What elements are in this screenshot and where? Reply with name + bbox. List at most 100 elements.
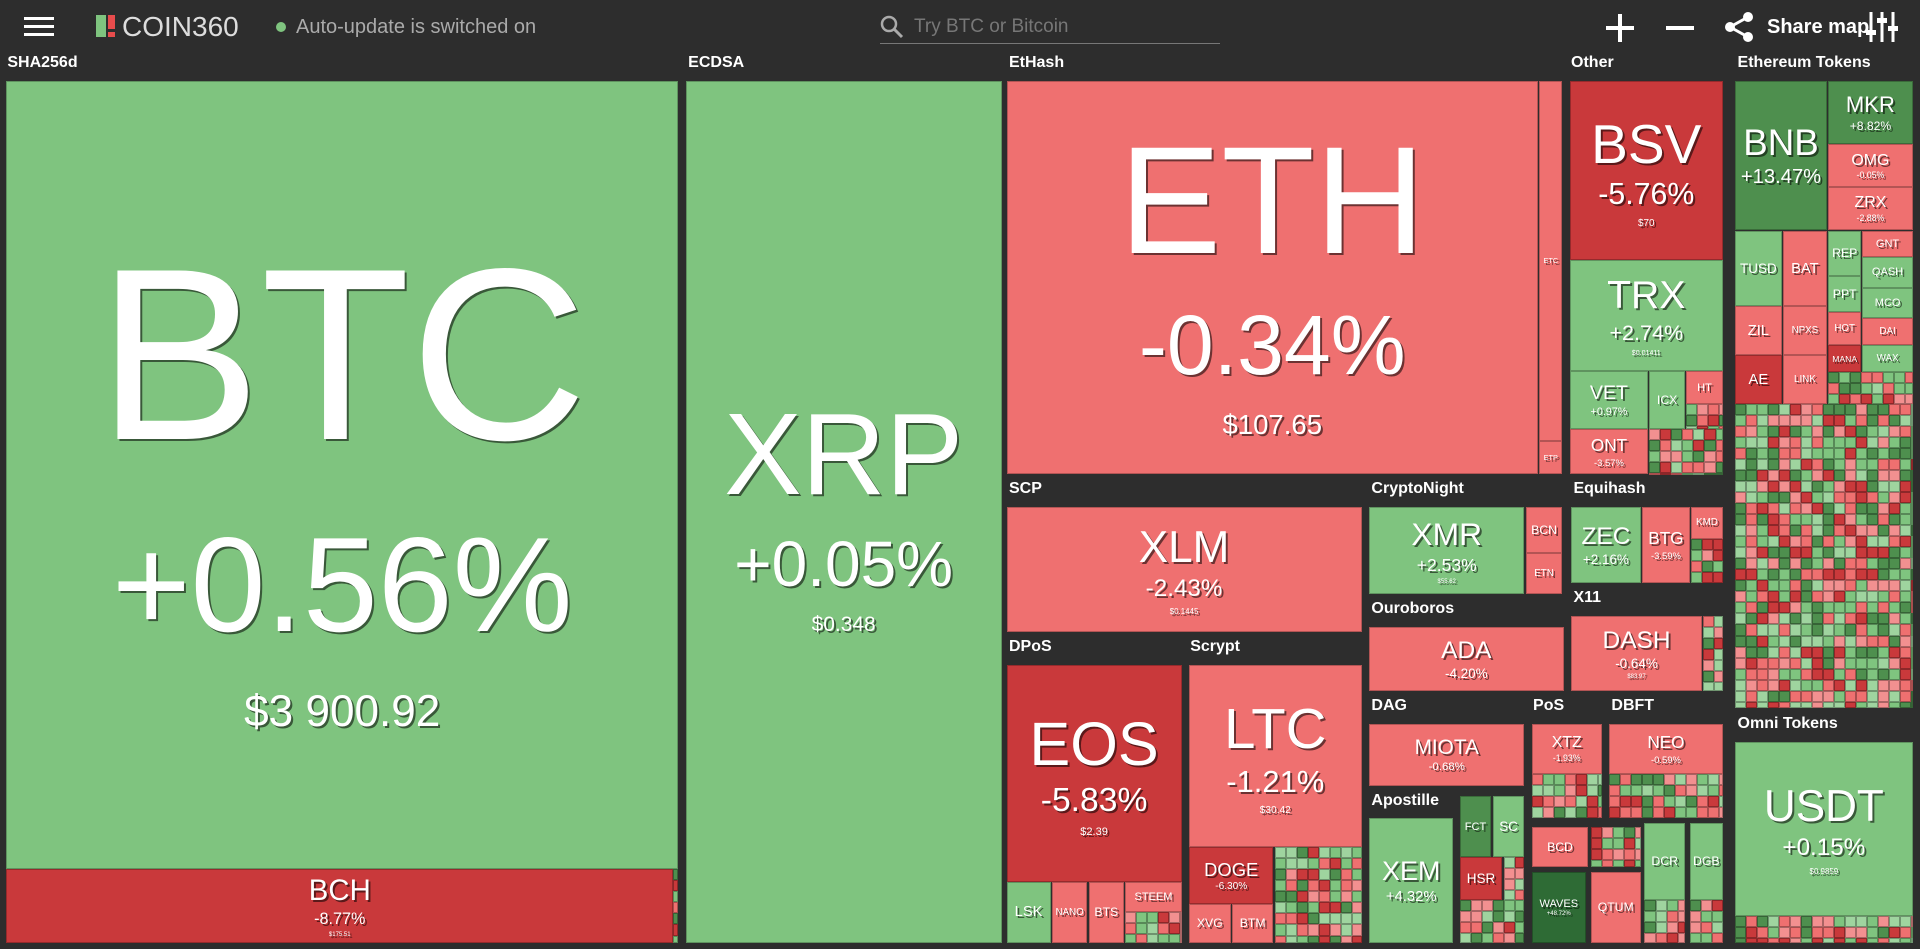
mosaic-cell[interactable] bbox=[1801, 404, 1813, 416]
mosaic-cell[interactable] bbox=[1757, 415, 1769, 427]
mosaic-cell[interactable] bbox=[1867, 481, 1879, 493]
coin-tile[interactable]: NPXS bbox=[1782, 306, 1827, 356]
mosaic-cell[interactable] bbox=[1823, 481, 1835, 493]
mosaic-cell[interactable] bbox=[1757, 679, 1769, 691]
mosaic-cell[interactable] bbox=[1823, 415, 1835, 427]
mosaic-cell[interactable] bbox=[1889, 937, 1901, 943]
mosaic-cell[interactable] bbox=[1779, 668, 1791, 680]
mosaic-cell[interactable] bbox=[1900, 514, 1912, 526]
coin-tile[interactable]: GNT bbox=[1862, 231, 1913, 258]
mosaic-cell[interactable] bbox=[1812, 525, 1824, 537]
mosaic-cell[interactable] bbox=[1746, 437, 1758, 449]
mosaic-cell[interactable] bbox=[1542, 784, 1554, 796]
mosaic-cell[interactable] bbox=[1905, 372, 1913, 384]
mosaic-cell[interactable] bbox=[1274, 880, 1286, 892]
mosaic-cell[interactable] bbox=[1711, 933, 1723, 943]
mosaic-cell[interactable] bbox=[1470, 900, 1482, 912]
mosaic-cell[interactable] bbox=[1660, 439, 1672, 451]
mosaic-cell[interactable] bbox=[1715, 450, 1723, 462]
mosaic-cell[interactable] bbox=[1757, 525, 1769, 537]
mosaic-cell[interactable] bbox=[1634, 826, 1641, 838]
mosaic-cell[interactable] bbox=[1682, 461, 1694, 473]
mosaic-cell[interactable] bbox=[1125, 923, 1137, 935]
mosaic-cell[interactable] bbox=[1867, 525, 1879, 537]
mosaic-cell[interactable] bbox=[1878, 492, 1890, 504]
mosaic-cell[interactable] bbox=[1136, 912, 1148, 924]
mosaic-cell[interactable] bbox=[1719, 784, 1723, 796]
mosaic-cell[interactable] bbox=[1900, 690, 1912, 702]
mosaic-cell[interactable] bbox=[1790, 679, 1802, 691]
mosaic-cell[interactable] bbox=[1553, 806, 1565, 818]
mosaic-cell[interactable] bbox=[1746, 657, 1758, 669]
mosaic-cell[interactable] bbox=[1845, 701, 1857, 708]
mosaic-cell[interactable] bbox=[1801, 536, 1813, 548]
mosaic-cell[interactable] bbox=[1779, 492, 1791, 504]
mosaic-cell[interactable] bbox=[1900, 635, 1912, 647]
mosaic-cell[interactable] bbox=[1711, 911, 1723, 923]
mosaic-cell[interactable] bbox=[1889, 915, 1901, 927]
mosaic-cell[interactable] bbox=[1801, 668, 1813, 680]
mosaic-cell[interactable] bbox=[1514, 857, 1525, 869]
mosaic-cell[interactable] bbox=[1623, 848, 1635, 860]
mosaic-cell[interactable] bbox=[1812, 624, 1824, 636]
mosaic-cell[interactable] bbox=[673, 913, 679, 925]
mosaic-cell[interactable] bbox=[1900, 404, 1912, 416]
mosaic-cell[interactable] bbox=[1790, 635, 1802, 647]
mosaic-cell[interactable] bbox=[1351, 924, 1362, 936]
mosaic-cell[interactable] bbox=[1704, 472, 1716, 475]
mosaic-cell[interactable] bbox=[1768, 569, 1780, 581]
mosaic-cell[interactable] bbox=[1768, 503, 1780, 515]
mosaic-cell[interactable] bbox=[1459, 911, 1471, 923]
mosaic-cell[interactable] bbox=[1653, 795, 1665, 807]
mosaic-cell[interactable] bbox=[1715, 472, 1723, 475]
mosaic-cell[interactable] bbox=[1703, 648, 1715, 660]
mosaic-cell[interactable] bbox=[1900, 558, 1912, 570]
mosaic-cell[interactable] bbox=[1180, 923, 1183, 935]
mosaic-cell[interactable] bbox=[1889, 635, 1901, 647]
mosaic-cell[interactable] bbox=[1564, 795, 1576, 807]
mosaic-cell[interactable] bbox=[1911, 448, 1914, 460]
mosaic-cell[interactable] bbox=[1768, 926, 1780, 938]
coin-tile[interactable]: TRX +2.74% $0.01411 bbox=[1569, 259, 1723, 371]
mosaic-cell[interactable] bbox=[1839, 394, 1851, 405]
coin-tile[interactable]: AE bbox=[1735, 355, 1782, 405]
mosaic-cell[interactable] bbox=[1845, 668, 1857, 680]
mosaic-cell[interactable] bbox=[1623, 859, 1635, 867]
mosaic-cell[interactable] bbox=[1307, 924, 1319, 936]
mosaic-cell[interactable] bbox=[1856, 448, 1868, 460]
mosaic-cell[interactable] bbox=[1757, 646, 1769, 658]
mosaic-cell[interactable] bbox=[1845, 937, 1857, 943]
mosaic-cell[interactable] bbox=[1590, 826, 1602, 838]
mosaic-cell[interactable] bbox=[1746, 404, 1758, 416]
mosaic-cell[interactable] bbox=[1900, 525, 1912, 537]
coin-tile[interactable]: XLM -2.43% $0.1445 bbox=[1006, 506, 1362, 632]
mosaic-cell[interactable] bbox=[1801, 915, 1813, 927]
mosaic-cell[interactable] bbox=[1623, 837, 1635, 849]
mosaic-cell[interactable] bbox=[1878, 613, 1890, 625]
mosaic-cell[interactable] bbox=[1834, 679, 1846, 691]
mosaic-cell[interactable] bbox=[1845, 459, 1857, 471]
coin-tile[interactable]: WAX bbox=[1862, 345, 1913, 373]
mosaic-cell[interactable] bbox=[1719, 806, 1723, 818]
mosaic-cell[interactable] bbox=[1834, 591, 1846, 603]
coin-tile[interactable]: SC bbox=[1492, 795, 1525, 858]
mosaic-cell[interactable] bbox=[1735, 624, 1747, 636]
mosaic-cell[interactable] bbox=[1746, 701, 1758, 708]
mosaic-cell[interactable] bbox=[1702, 538, 1714, 550]
mosaic-cell[interactable] bbox=[1623, 826, 1635, 838]
mosaic-cell[interactable] bbox=[1746, 503, 1758, 515]
mosaic-cell[interactable] bbox=[1911, 602, 1914, 614]
mosaic-cell[interactable] bbox=[1180, 934, 1183, 943]
mosaic-cell[interactable] bbox=[1715, 439, 1723, 451]
mosaic-cell[interactable] bbox=[1677, 922, 1685, 934]
mosaic-cell[interactable] bbox=[1746, 613, 1758, 625]
mosaic-cell[interactable] bbox=[1911, 937, 1914, 943]
mosaic-cell[interactable] bbox=[1768, 635, 1780, 647]
mosaic-cell[interactable] bbox=[1790, 503, 1802, 515]
mosaic-cell[interactable] bbox=[1911, 690, 1914, 702]
mosaic-cell[interactable] bbox=[1503, 933, 1515, 943]
mosaic-cell[interactable] bbox=[1296, 858, 1308, 870]
mosaic-cell[interactable] bbox=[1757, 503, 1769, 515]
share-icon[interactable] bbox=[1724, 12, 1754, 42]
mosaic-cell[interactable] bbox=[1735, 547, 1747, 559]
